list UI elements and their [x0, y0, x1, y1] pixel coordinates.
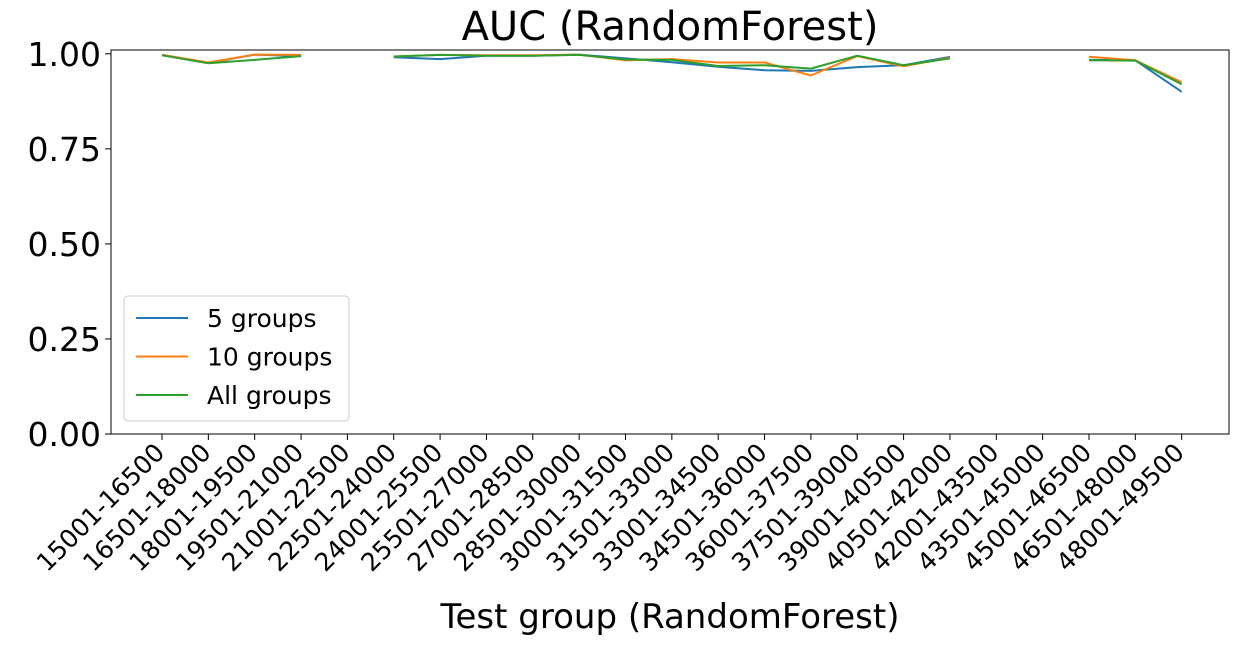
y-tick-label: 0.50	[28, 225, 101, 264]
y-tick-label: 0.25	[28, 320, 101, 359]
series-layer	[161, 53, 1183, 93]
plot-area	[110, 49, 1230, 435]
series-line	[1088, 59, 1183, 86]
legend-label: 10 groups	[207, 343, 332, 372]
series-group	[161, 53, 1183, 86]
legend-label: All groups	[207, 381, 332, 410]
y-tick-label: 1.00	[28, 35, 101, 74]
legend-label: 5 groups	[207, 304, 317, 333]
legend: 5 groups 10 groups All groups	[123, 295, 350, 422]
legend-box	[123, 295, 350, 422]
series-line	[161, 54, 302, 65]
y-tick-label: 0.75	[28, 130, 101, 169]
series-group	[161, 53, 1183, 84]
y-axis: 0.00 0.25 0.50 0.75 1.00	[28, 35, 111, 454]
x-axis: 15001-1650016501-1800018001-1950019501-2…	[31, 434, 1190, 577]
chart-title: AUC (RandomForest)	[462, 4, 879, 50]
series-line	[393, 53, 951, 70]
y-tick-label: 0.00	[28, 415, 101, 454]
x-axis-label: Test group (RandomForest)	[440, 597, 900, 637]
